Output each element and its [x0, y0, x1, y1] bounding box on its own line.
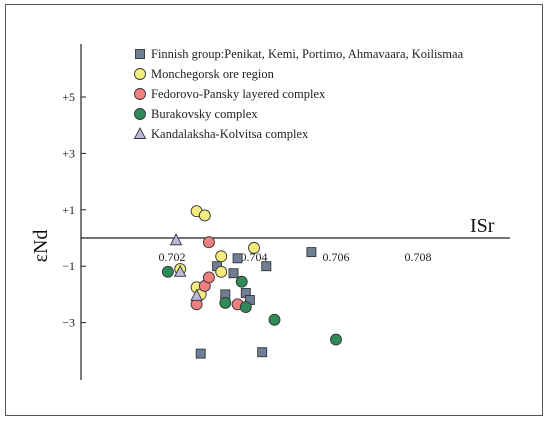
x-axis-title: ISr [470, 215, 495, 237]
legend-label: Burakovsky complex [151, 107, 258, 121]
y-tick-label: +1 [62, 203, 75, 217]
legend-marker [135, 49, 145, 59]
data-point [261, 261, 272, 272]
x-tick-label: 0.708 [405, 250, 432, 264]
data-point [190, 288, 203, 301]
legend-marker [133, 127, 147, 139]
y-tick-label: −3 [62, 316, 75, 330]
data-point [215, 250, 228, 263]
legend-label: Monchegorsk ore region [151, 67, 275, 81]
x-tick-label: 0.706 [323, 250, 350, 264]
data-point [248, 241, 260, 254]
data-point [215, 265, 228, 278]
legend-label: Fedorovo-Pansky layered complex [151, 87, 326, 101]
y-axis-title: εNd [30, 230, 52, 263]
data-point [161, 265, 174, 278]
x-tick-label: 0.704 [241, 250, 268, 264]
x-tick-label: 0.702 [159, 250, 186, 264]
data-point [198, 209, 211, 222]
data-point [232, 253, 243, 264]
y-ticks: +5 +3 +1 −1 −3 [62, 90, 86, 330]
data-point [239, 301, 252, 314]
data-point [219, 296, 232, 309]
data-point [202, 236, 215, 249]
data-points [161, 205, 342, 359]
series-0 [195, 247, 317, 359]
data-point [268, 313, 281, 326]
data-point [306, 247, 317, 258]
legend-label: Finnish group:Penikat, Kemi, Portimo, Ah… [151, 47, 464, 61]
y-tick-label: +5 [62, 90, 75, 104]
data-point [202, 271, 215, 284]
legend: Finnish group:Penikat, Kemi, Portimo, Ah… [133, 47, 464, 141]
chart-frame [5, 4, 543, 416]
series-2 [190, 236, 244, 311]
axes [80, 44, 510, 380]
legend-marker [134, 68, 146, 80]
x-ticks: 0.702 0.704 0.706 0.708 [159, 250, 432, 264]
legend-marker [134, 108, 146, 120]
data-point [257, 347, 268, 358]
data-point [330, 333, 342, 346]
data-point [228, 268, 239, 279]
legend-label: Kandalaksha-Kolvitsa complex [151, 127, 309, 141]
data-point [195, 348, 206, 359]
legend-marker [134, 88, 146, 100]
data-point [169, 233, 183, 246]
y-tick-label: +3 [62, 146, 75, 160]
data-point [235, 275, 248, 288]
data-point [173, 264, 187, 277]
series-4 [169, 233, 203, 301]
y-tick-label: −1 [62, 259, 75, 273]
series-3 [161, 265, 342, 346]
